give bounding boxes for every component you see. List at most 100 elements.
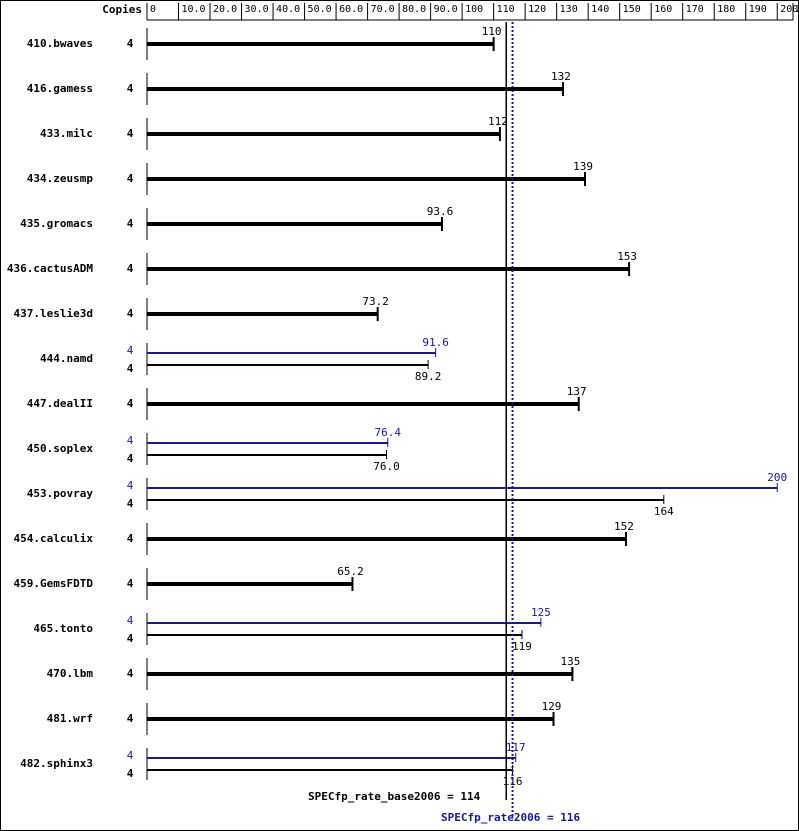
copies: 4 [127, 217, 134, 230]
value-label: 91.6 [422, 336, 449, 349]
category-label: 433.milc [40, 127, 93, 140]
copies: 4 [127, 82, 134, 95]
value-label: 129 [542, 700, 562, 713]
bar [147, 757, 516, 759]
category-label: 465.tonto [33, 622, 93, 635]
x-tick-label: 200 [780, 4, 798, 15]
x-tick-label: 60.0 [339, 4, 363, 15]
bar [147, 717, 554, 721]
bar [147, 352, 436, 354]
bar [147, 267, 630, 271]
x-tick-label: 170 [686, 4, 704, 15]
x-tick-label: 110 [497, 4, 515, 15]
bar [147, 672, 573, 676]
x-tick-label: 150 [623, 4, 641, 15]
category-label: 482.sphinx3 [20, 757, 93, 770]
value-label: 200 [767, 471, 787, 484]
category-label: 435.gromacs [20, 217, 93, 230]
value-label: 117 [506, 741, 526, 754]
copies: 4 [127, 344, 134, 357]
category-label: 470.lbm [47, 667, 94, 680]
x-tick-label: 140 [591, 4, 609, 15]
x-tick-label: 20.0 [213, 4, 237, 15]
copies: 4 [127, 307, 134, 320]
bar [147, 537, 626, 541]
category-label: 481.wrf [47, 712, 93, 725]
reference-label: SPECfp_rate2006 = 116 [441, 811, 580, 824]
x-tick-label: 190 [749, 4, 767, 15]
copies: 4 [127, 632, 134, 645]
copies: 4 [127, 172, 134, 185]
x-tick-label: 30.0 [245, 4, 269, 15]
x-tick-label: 40.0 [276, 4, 300, 15]
value-label: 112 [488, 115, 508, 128]
copies: 4 [127, 767, 134, 780]
value-label: 119 [512, 640, 532, 653]
value-label: 110 [482, 25, 502, 38]
copies: 4 [127, 434, 134, 447]
value-label: 89.2 [415, 370, 442, 383]
value-label: 152 [614, 520, 634, 533]
x-tick-label: 10.0 [182, 4, 206, 15]
category-label: 437.leslie3d [14, 307, 93, 320]
value-label: 135 [560, 655, 580, 668]
copies: 4 [127, 37, 134, 50]
x-tick-label: 100 [465, 4, 483, 15]
copies: 4 [127, 479, 134, 492]
category-label: 447.dealII [27, 397, 93, 410]
x-tick-label: 130 [560, 4, 578, 15]
bar [147, 582, 353, 586]
category-label: 444.namd [40, 352, 93, 365]
category-label: 436.cactusADM [7, 262, 93, 275]
bar [147, 42, 494, 46]
copies: 4 [127, 614, 134, 627]
copies-header: Copies [102, 3, 142, 16]
x-tick-label: 90.0 [434, 4, 458, 15]
copies: 4 [127, 749, 134, 762]
bar [147, 312, 378, 316]
bar [147, 87, 563, 91]
bar [147, 769, 513, 771]
copies: 4 [127, 577, 134, 590]
reference-label: SPECfp_rate_base2006 = 114 [308, 790, 481, 803]
x-tick-label: 205 [796, 4, 799, 15]
copies: 4 [127, 452, 134, 465]
bar [147, 222, 442, 226]
category-label: 454.calculix [14, 532, 94, 545]
bar [147, 364, 429, 366]
copies: 4 [127, 362, 134, 375]
x-tick-label: 180 [717, 4, 735, 15]
bar [147, 132, 500, 136]
bar [147, 442, 388, 444]
category-label: 410.bwaves [27, 37, 93, 50]
copies: 4 [127, 667, 134, 680]
value-label: 153 [617, 250, 637, 263]
copies: 4 [127, 127, 134, 140]
value-label: 116 [503, 775, 523, 788]
copies: 4 [127, 262, 134, 275]
x-tick-label: 70.0 [371, 4, 395, 15]
value-label: 93.6 [427, 205, 454, 218]
value-label: 125 [531, 606, 551, 619]
value-label: 137 [567, 385, 587, 398]
category-label: 453.povray [27, 487, 94, 500]
category-label: 459.GemsFDTD [14, 577, 94, 590]
value-label: 76.0 [373, 460, 400, 473]
category-label: 416.gamess [27, 82, 93, 95]
bar [147, 622, 541, 624]
bar [147, 634, 522, 636]
bar [147, 177, 586, 181]
bar [147, 454, 387, 456]
value-label: 164 [654, 505, 674, 518]
x-tick-label: 80.0 [402, 4, 426, 15]
value-label: 139 [573, 160, 593, 173]
copies: 4 [127, 712, 134, 725]
value-label: 76.4 [375, 426, 402, 439]
copies: 4 [127, 397, 134, 410]
x-tick-label: 0 [150, 4, 156, 15]
x-tick-label: 50.0 [308, 4, 332, 15]
x-tick-label: 120 [528, 4, 546, 15]
value-label: 132 [551, 70, 571, 83]
